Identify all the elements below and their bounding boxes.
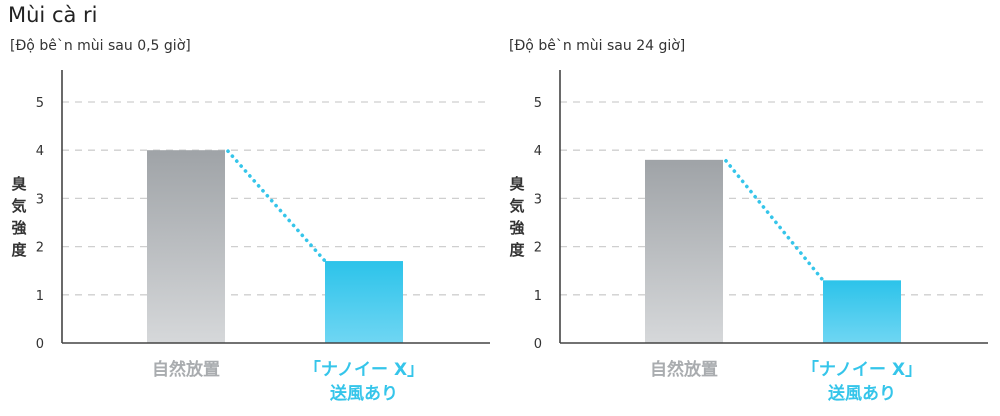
page-title: Mùi cà ri [8,3,98,27]
y-axis-label-char: 臭 [11,175,26,193]
y-tick-label: 0 [36,337,44,352]
y-tick-label: 4 [534,144,542,159]
chart-subtitle-right: [Độ bê`n mùi sau 24 giờ] [509,38,686,54]
dotted-connector [724,159,825,283]
y-tick-label: 5 [534,96,542,111]
y-tick-label: 1 [36,289,44,304]
bar-nanoe-x [325,261,403,343]
y-axis-label-char: 度 [509,241,525,259]
x-category-label: 送風あり [828,383,896,404]
x-category-label: 自然放置 [152,359,220,380]
x-category-label: 「ナノイー X」 [802,359,922,380]
y-axis-label-char: 度 [11,241,27,259]
y-tick-label: 1 [534,289,542,304]
y-axis-label-char: 強 [11,219,26,237]
x-category-label: 「ナノイー X」 [304,359,424,380]
bar-control [147,150,225,343]
chart-subtitle-left: [Độ bê`n mùi sau 0,5 giờ] [10,38,191,54]
bar-nanoe-x [823,280,901,343]
y-tick-label: 3 [534,192,542,207]
y-tick-label: 5 [36,96,44,111]
dotted-connector [226,149,327,263]
y-tick-label: 2 [534,241,542,256]
x-category-label: 送風あり [330,383,398,404]
y-axis-label-char: 臭 [509,175,524,193]
y-axis-label-char: 強 [509,219,524,237]
y-axis-label-char: 気 [509,197,524,215]
y-tick-label: 4 [36,144,44,159]
y-tick-label: 0 [534,337,542,352]
y-tick-label: 2 [36,241,44,256]
x-category-label: 自然放置 [650,359,718,380]
y-tick-label: 3 [36,192,44,207]
bar-control [645,159,723,343]
y-axis-label-char: 気 [11,197,26,215]
